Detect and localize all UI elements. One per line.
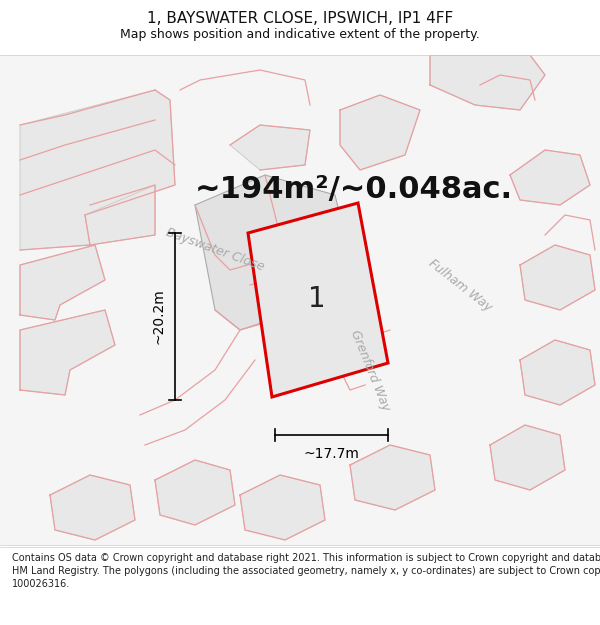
Polygon shape — [155, 460, 235, 525]
Text: ~17.7m: ~17.7m — [304, 447, 359, 461]
Text: 1, BAYSWATER CLOSE, IPSWICH, IP1 4FF: 1, BAYSWATER CLOSE, IPSWICH, IP1 4FF — [147, 11, 453, 26]
Text: Grenford Way: Grenford Way — [348, 328, 392, 412]
Polygon shape — [350, 445, 435, 510]
Polygon shape — [510, 150, 590, 205]
Polygon shape — [0, 55, 600, 545]
Text: Fulham Way: Fulham Way — [426, 256, 494, 314]
Polygon shape — [85, 185, 155, 245]
Polygon shape — [20, 245, 105, 320]
Polygon shape — [20, 90, 175, 250]
Polygon shape — [230, 125, 310, 170]
Text: Bayswater Close: Bayswater Close — [164, 226, 266, 274]
Polygon shape — [520, 340, 595, 405]
Polygon shape — [340, 95, 420, 170]
Text: ~194m²/~0.048ac.: ~194m²/~0.048ac. — [195, 176, 513, 204]
Text: Map shows position and indicative extent of the property.: Map shows position and indicative extent… — [120, 28, 480, 41]
Text: Contains OS data © Crown copyright and database right 2021. This information is : Contains OS data © Crown copyright and d… — [12, 553, 600, 589]
Polygon shape — [240, 475, 325, 540]
Polygon shape — [20, 310, 115, 395]
Polygon shape — [195, 175, 350, 330]
Polygon shape — [520, 245, 595, 310]
Polygon shape — [490, 425, 565, 490]
Polygon shape — [430, 55, 545, 110]
Polygon shape — [50, 475, 135, 540]
Text: 1: 1 — [308, 285, 325, 313]
Polygon shape — [248, 203, 388, 397]
Text: ~20.2m: ~20.2m — [151, 289, 165, 344]
